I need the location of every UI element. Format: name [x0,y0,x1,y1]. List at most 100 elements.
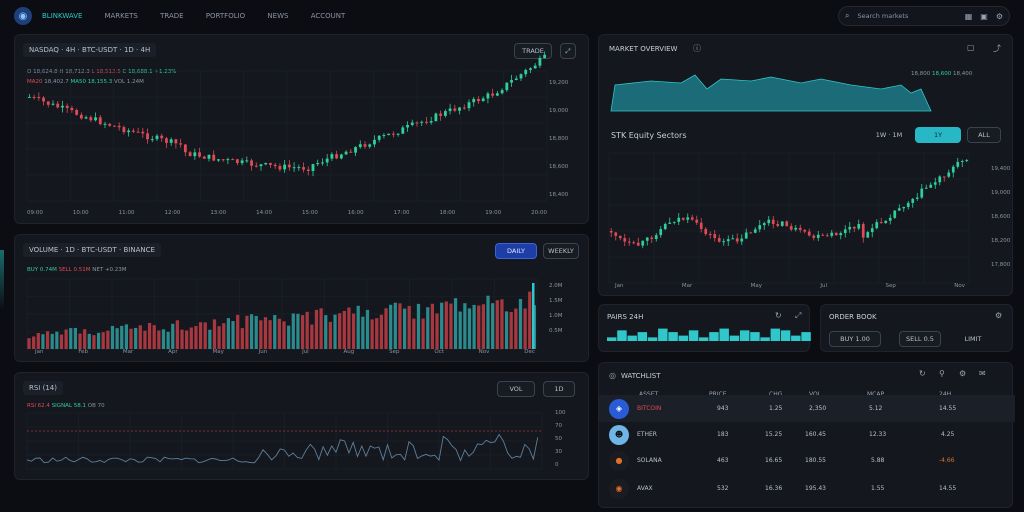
expand-icon[interactable]: ⤢ [795,311,802,320]
refresh-icon[interactable]: ↻ [919,369,926,378]
candle-body [762,223,766,226]
candle-body [70,107,74,111]
volume-bar-chart[interactable] [26,278,538,350]
table-row[interactable]: ☻ ETHER 183 15.25 160.45 12.33 4.25 [599,421,1015,448]
limit-button[interactable]: LIMIT [964,335,982,343]
window-icon[interactable]: ▢ [967,43,975,52]
candle-body [543,54,547,59]
asset-price: 463 [717,457,729,464]
volume-bar [440,302,444,349]
candle-body [425,121,428,123]
candle-body [302,167,305,170]
asset-name: BITCOIN [637,405,662,412]
volume-bar [217,326,221,349]
volume-bar [249,314,254,349]
search-bar[interactable]: ⌕ Search markets ▦ ▣ ⚙ [838,6,1010,26]
filter-icon[interactable]: ⚲ [939,369,945,378]
vol-button[interactable]: VOL [497,381,535,397]
volume-bar [412,318,416,349]
main-chart-title: NASDAQ · 4H · BTC-USDT · 1D · 4H [23,43,157,57]
watchlist-panel: ◎ WATCHLIST ↻ ⚲ ⚙ ✉ ASSET PRICE CHG VOL … [598,362,1015,508]
timeframe-button[interactable]: 1D [543,381,575,397]
header-price[interactable]: PRICE [709,391,727,398]
weekly-button[interactable]: WEEKLY [543,243,579,259]
nav-item-portfolio[interactable]: PORTFOLIO [205,12,246,20]
candle-body [789,226,793,230]
candle-body [776,224,780,226]
sell-button[interactable]: SELL 0.5 [899,331,941,347]
header-24h[interactable]: 24H [939,391,951,398]
settings-icon[interactable]: ⚙ [995,311,1003,320]
candle-body [321,162,324,164]
table-row[interactable]: ◈ BITCOIN 943 1.25 2,350 5.12 14.55 [599,395,1015,422]
pairs-sparkline: ▂▆▃▅▂▇▅▃▆▂▅▇▃▆▅▂▇▆▃▅ [607,327,812,341]
settings-icon[interactable]: ⚙ [995,11,1003,21]
volume-bar [134,327,138,349]
tab-range-short[interactable]: 1W · 1M [875,131,903,139]
overview-subtitle: STK Equity Sectors [611,131,687,140]
volume-bar [500,299,504,349]
settings-icon[interactable]: ⚙ [959,369,967,378]
legend-item: NET +0.23M [92,267,127,273]
rsi-legend: RSI 62.4 SIGNAL 58.1 OB 70 [27,403,105,409]
candle-body [150,139,154,141]
header-mcap[interactable]: MCAP [867,391,884,398]
candle-body [839,233,843,236]
candle-body [231,159,235,161]
header-vol[interactable]: VOL [809,391,821,398]
overview-candlestick-chart[interactable] [608,152,970,284]
x-tick-label: 09:00 [27,210,43,216]
buy-button[interactable]: BUY 1.00 [829,331,881,347]
mail-icon[interactable]: ✉ [979,369,986,378]
candle-body [458,107,461,111]
tab-range-1y[interactable]: 1Y [915,127,961,143]
candle-body [641,240,645,246]
trade-button[interactable]: TRADE [514,43,552,59]
nav-item-trade[interactable]: TRADE [160,12,184,20]
candle-body [443,111,447,116]
main-candlestick-chart[interactable] [26,51,548,202]
candle-body [183,144,187,153]
volume-bar [291,313,295,349]
y-tick-label: 18,600 [549,164,569,170]
asset-vol: 180.55 [805,457,826,464]
candle-body [659,229,663,236]
candle-body [920,188,924,198]
candle-body [848,226,852,230]
volume-bar [222,323,226,349]
pin-icon[interactable]: ⤴ [993,44,1001,53]
daily-button[interactable]: DAILY [495,243,537,259]
asset-chg: 16.65 [765,457,783,464]
candle-body [335,154,339,159]
info-icon[interactable]: ⓘ [693,44,701,53]
candle-body [179,143,183,145]
header-chg[interactable]: CHG [769,391,782,398]
header-asset[interactable]: ASSET [639,391,658,398]
overview-area-chart[interactable] [610,74,932,112]
more-options-button[interactable]: ⤢ [560,43,576,59]
market-overview-panel: MARKET OVERVIEW ⓘ ▢ ⤴ 18,800 18,600 18,4… [598,34,1013,296]
table-row[interactable]: ● SOLANA 463 16.65 180.55 5.88 -4.66 [599,447,1015,474]
x-tick-label: Mar [681,283,693,289]
volume-bar [273,315,277,349]
tab-range-all[interactable]: ALL [967,127,1001,143]
candle-body [821,234,825,236]
nav-item-account[interactable]: ACCOUNT [310,12,346,20]
grid-icon[interactable]: ▦ [964,11,973,21]
table-row[interactable]: ◉ AVAX 532 16.36 195.43 1.55 14.55 [599,475,1015,502]
app-logo-icon[interactable]: ◉ [14,7,32,25]
y-tick-label: 0 [555,462,559,468]
candle-body [870,228,874,233]
volume-bar [467,308,472,349]
nav-item-news[interactable]: NEWS [267,12,289,20]
rsi-line-chart[interactable] [26,412,543,470]
volume-bar [449,303,453,349]
candle-body [131,130,135,132]
nav-item-markets[interactable]: MARKETS [104,12,138,20]
volume-bar [110,325,115,349]
candle-body [902,206,906,209]
refresh-icon[interactable]: ↻ [775,311,782,320]
notification-icon[interactable]: ▣ [980,11,988,21]
x-tick-label: May [212,349,224,355]
volume-bar [389,304,393,349]
